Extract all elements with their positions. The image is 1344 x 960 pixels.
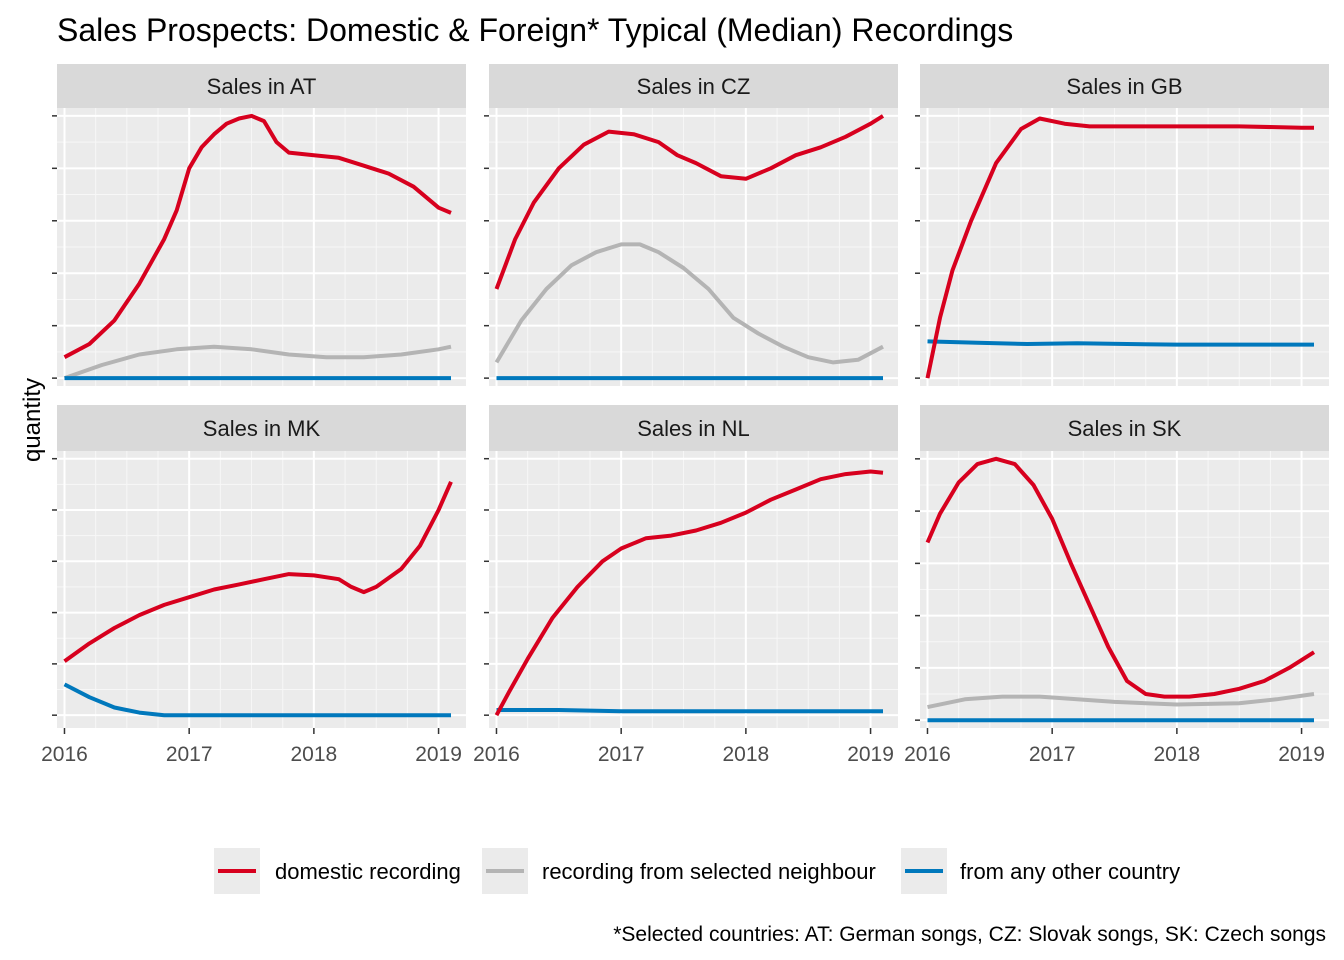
caption: *Selected countries: AT: German songs, C… <box>613 923 1326 946</box>
x-tick-label: 2016 <box>41 743 88 766</box>
panel-sales-in-cz: Sales in CZ <box>484 64 898 386</box>
y-axis-label: quantity <box>19 378 46 462</box>
gridlines <box>920 108 1329 386</box>
series-line-other <box>63 682 451 718</box>
x-tick-label: 2019 <box>415 743 462 766</box>
plot-background <box>489 451 898 728</box>
facet-strip <box>57 405 466 451</box>
gridlines <box>57 451 466 728</box>
x-tick-label: 2017 <box>166 743 213 766</box>
gridlines <box>489 451 898 728</box>
legend-label: from any other country <box>960 859 1180 884</box>
x-tick-label: 2016 <box>473 743 520 766</box>
panel-sales-in-gb: Sales in GB <box>915 64 1329 386</box>
gridlines <box>489 108 898 386</box>
series-line-domestic <box>925 456 1316 699</box>
facet-strip <box>920 405 1329 451</box>
series-line-domestic <box>494 114 885 290</box>
panel-sales-in-at: Sales in AT <box>52 64 466 386</box>
gridlines <box>57 108 466 386</box>
x-tick-label: 2018 <box>723 743 770 766</box>
x-tick-label: 2019 <box>847 743 894 766</box>
series-line-neighbour <box>494 242 884 365</box>
facet-panels: Sales in AT Sales in CZ Sales in GB Sales i… <box>41 64 1329 766</box>
series-line-domestic <box>925 116 1314 379</box>
facet-strip <box>489 405 898 451</box>
series-line-domestic <box>63 113 452 359</box>
chart-title: Sales Prospects: Domestic & Foreign* Typ… <box>57 12 1013 48</box>
facet-strip <box>920 64 1329 108</box>
legend-item-neighbour: recording from selected neighbour <box>482 848 876 894</box>
x-tick-label: 2017 <box>1029 743 1076 766</box>
plot-background <box>57 451 466 728</box>
x-tick-label: 2019 <box>1278 743 1325 766</box>
facet-strip-label: Sales in NL <box>637 416 750 441</box>
panel-sales-in-nl: Sales in NL 2016 2017 2018 2019 <box>473 405 898 766</box>
facet-strip-label: Sales in MK <box>203 416 321 441</box>
facet-strip-label: Sales in SK <box>1068 416 1182 441</box>
x-tick-label: 2016 <box>904 743 951 766</box>
series-line-neighbour <box>63 344 452 380</box>
series-line-other <box>496 708 883 714</box>
series-line-other <box>927 339 1314 347</box>
legend-item-domestic: domestic recording <box>214 848 461 894</box>
x-tick-label: 2018 <box>1154 743 1201 766</box>
facet-strip <box>57 64 466 108</box>
facet-strip <box>489 64 898 108</box>
panel-sales-in-sk: Sales in SK 2016 2017 2018 2019 <box>904 405 1329 766</box>
facet-strip-label: Sales in GB <box>1066 74 1182 99</box>
series-line-domestic <box>494 469 884 717</box>
facet-strip-label: Sales in CZ <box>637 74 751 99</box>
x-tick-label: 2018 <box>291 743 338 766</box>
legend-item-other: from any other country <box>901 848 1180 894</box>
series-line-neighbour <box>927 692 1315 710</box>
legend-label: domestic recording <box>275 859 461 884</box>
x-tick-label: 2017 <box>598 743 645 766</box>
facet-strip-label: Sales in AT <box>207 74 317 99</box>
legend: domestic recording recording from selecte… <box>214 848 1180 894</box>
series-line-domestic <box>63 480 453 663</box>
legend-label: recording from selected neighbour <box>542 859 876 884</box>
gridlines <box>920 451 1329 728</box>
panel-sales-in-mk: Sales in MK 2016 2017 2018 2019 <box>41 405 466 766</box>
